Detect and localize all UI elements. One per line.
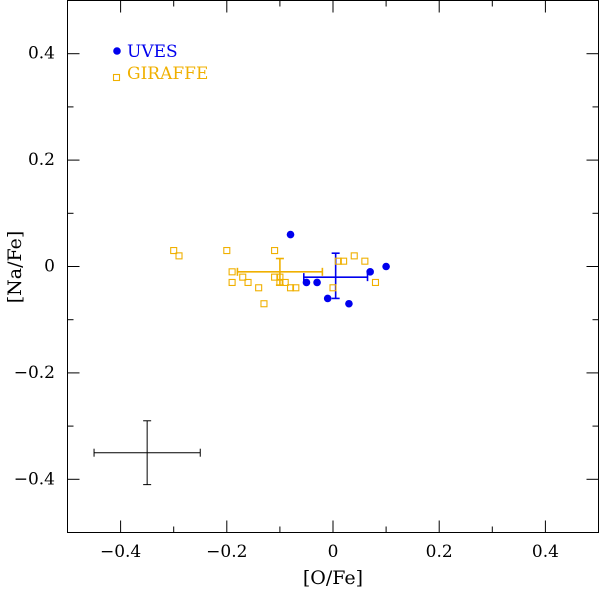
y-tick-label: 0.4 bbox=[28, 44, 55, 64]
giraffe-point bbox=[281, 278, 289, 287]
giraffe-point bbox=[175, 252, 183, 260]
data-points bbox=[170, 230, 390, 308]
x-axis-label: [O/Fe] bbox=[303, 567, 363, 589]
y-tick-labels: 0.4 0.2 0 −0.2 −0.4 bbox=[14, 44, 55, 490]
typical-error-bar bbox=[93, 420, 201, 486]
giraffe-point bbox=[271, 246, 279, 255]
x-tick-label: −0.2 bbox=[206, 542, 247, 562]
uves-point bbox=[286, 230, 295, 239]
giraffe-point bbox=[260, 300, 268, 308]
x-tick-labels: −0.4 −0.2 0 0.2 0.4 bbox=[100, 542, 559, 562]
giraffe-point bbox=[361, 257, 369, 265]
legend-uves-marker bbox=[113, 47, 121, 55]
legend-giraffe-label: GIRAFFE bbox=[127, 64, 208, 84]
y-tick-label: 0.2 bbox=[28, 150, 55, 170]
uves-point bbox=[382, 262, 390, 271]
x-tick-label: 0.2 bbox=[426, 542, 453, 562]
giraffe-point bbox=[239, 273, 247, 281]
giraffe-point bbox=[228, 268, 236, 276]
uves-point bbox=[313, 278, 321, 287]
giraffe-point bbox=[350, 252, 358, 260]
y-axis-label: [Na/Fe] bbox=[4, 231, 26, 304]
giraffe-point bbox=[334, 257, 342, 265]
giraffe-point bbox=[276, 278, 284, 287]
legend: UVES GIRAFFE bbox=[112, 42, 208, 84]
x-tick-label: 0 bbox=[328, 542, 339, 562]
giraffe-point bbox=[340, 257, 348, 265]
y-tick-label: −0.2 bbox=[14, 363, 55, 383]
uves-point bbox=[302, 278, 311, 287]
uves-point bbox=[366, 268, 374, 276]
legend-giraffe-marker bbox=[112, 73, 121, 82]
legend-uves-label: UVES bbox=[127, 42, 178, 62]
uves-point bbox=[345, 299, 353, 308]
giraffe-point bbox=[371, 278, 380, 287]
giraffe-point bbox=[223, 246, 231, 255]
y-tick-label: 0 bbox=[44, 257, 55, 277]
uves-point bbox=[323, 294, 332, 303]
giraffe-point bbox=[329, 284, 337, 292]
giraffe-point bbox=[292, 284, 300, 292]
giraffe-point bbox=[286, 284, 295, 292]
x-tick-label: −0.4 bbox=[100, 542, 141, 562]
giraffe-point bbox=[255, 284, 263, 292]
giraffe-point bbox=[271, 273, 279, 281]
giraffe-point bbox=[170, 246, 178, 255]
y-tick-label: −0.4 bbox=[14, 469, 55, 489]
axis-ticks bbox=[67, 0, 599, 533]
x-tick-label: 0.4 bbox=[532, 542, 559, 562]
giraffe-point bbox=[244, 278, 252, 287]
error-bars bbox=[93, 252, 369, 486]
giraffe-point bbox=[228, 278, 236, 287]
giraffe-point bbox=[276, 273, 284, 281]
